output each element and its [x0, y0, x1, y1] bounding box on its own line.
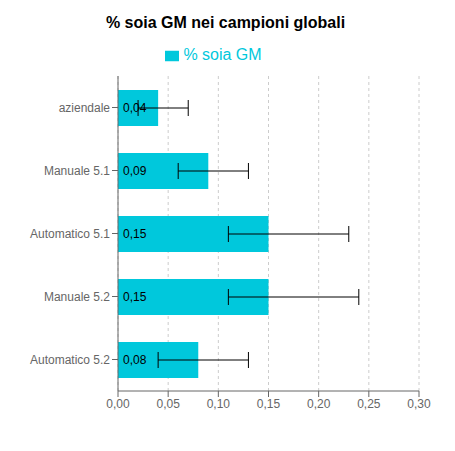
svg-text:0,09: 0,09 [123, 164, 147, 178]
svg-text:0,15: 0,15 [123, 227, 147, 241]
svg-text:Automatico 5.1: Automatico 5.1 [30, 227, 110, 241]
svg-text:0,30: 0,30 [407, 397, 431, 411]
svg-text:0,04: 0,04 [123, 101, 147, 115]
svg-text:0,20: 0,20 [307, 397, 331, 411]
svg-text:0,15: 0,15 [123, 290, 147, 304]
svg-text:Manuale 5.2: Manuale 5.2 [44, 290, 110, 304]
svg-text:0,00: 0,00 [106, 397, 130, 411]
svg-text:0,15: 0,15 [257, 397, 281, 411]
html-text:% soia GM nei campioni globali: % soia GM nei campioni globali [105, 14, 346, 31]
svg-text:aziendale: aziendale [59, 101, 111, 115]
svg-text:Manuale 5.1: Manuale 5.1 [44, 164, 110, 178]
html-text:% soia GM: % soia GM [183, 46, 262, 63]
svg-text:0,10: 0,10 [207, 397, 231, 411]
svg-text:Automatico 5.2: Automatico 5.2 [30, 353, 110, 367]
svg-text:0,08: 0,08 [123, 353, 147, 367]
svg-text:0,25: 0,25 [357, 397, 381, 411]
svg-text:0,05: 0,05 [156, 397, 180, 411]
